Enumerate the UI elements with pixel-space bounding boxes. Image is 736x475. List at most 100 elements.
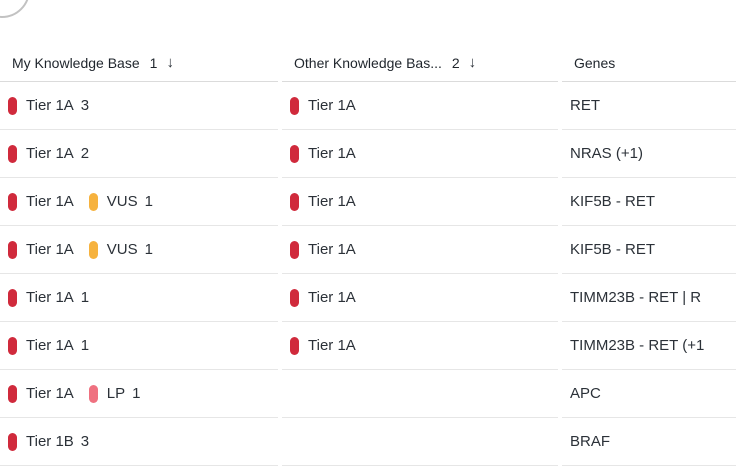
other-knowledge-base-cell: Tier 1A <box>282 322 558 370</box>
tier-count: 1 <box>144 241 153 258</box>
tier-badge: Tier 1B 3 <box>8 432 90 451</box>
red-tier-pill-icon <box>8 240 17 259</box>
genes-cell: TIMM23B - RET | R <box>562 274 736 322</box>
red-tier-pill-icon <box>290 192 299 211</box>
table-row[interactable]: Tier 1A 3 Tier 1A RET <box>0 82 736 130</box>
tier-badge: Tier 1A 2 <box>8 144 90 163</box>
table-row[interactable]: Tier 1A 2 Tier 1A NRAS (+1) <box>0 130 736 178</box>
genes-cell: APC <box>562 370 736 418</box>
tier-count: 2 <box>80 145 90 162</box>
variants-table: My Knowledge Base 1 ↓ Other Knowledge Ba… <box>0 44 736 466</box>
other-knowledge-base-cell: Tier 1A <box>282 226 558 274</box>
column-sort-priority: 1 <box>149 54 158 71</box>
tier-label: Tier 1A <box>308 241 356 258</box>
genes-cell: BRAF <box>562 418 736 466</box>
my-knowledge-base-cell: Tier 1A VUS 1 <box>0 226 278 274</box>
other-knowledge-base-cell <box>282 418 558 466</box>
table-row[interactable]: Tier 1B 3 BRAF <box>0 418 736 466</box>
column-header-other-knowledge-base[interactable]: Other Knowledge Bas... 2 ↓ <box>282 44 558 82</box>
other-knowledge-base-cell <box>282 370 558 418</box>
red-tier-pill-icon <box>8 384 17 403</box>
tier-label: Tier 1A <box>26 241 74 258</box>
red-tier-pill-icon <box>8 288 17 307</box>
tier-label: Tier 1A <box>26 193 74 210</box>
tier-label: Tier 1A <box>26 385 74 402</box>
genes-cell: NRAS (+1) <box>562 130 736 178</box>
column-sort-priority: 2 <box>451 54 460 71</box>
tier-label: VUS <box>106 241 138 258</box>
other-knowledge-base-cell: Tier 1A <box>282 130 558 178</box>
partial-avatar-circle <box>0 0 30 18</box>
tier-label: Tier 1B <box>26 433 74 450</box>
tier-badge: Tier 1A <box>290 192 356 211</box>
tier-badge: Tier 1A <box>8 384 74 403</box>
other-knowledge-base-cell: Tier 1A <box>282 274 558 322</box>
sort-descending-icon[interactable]: ↓ <box>468 54 477 71</box>
amber-tier-pill-icon <box>88 192 98 211</box>
genes-cell: TIMM23B - RET (+1 <box>562 322 736 370</box>
genes-cell: KIF5B - RET <box>562 178 736 226</box>
tier-badge: Tier 1A <box>290 336 356 355</box>
tier-badge: Tier 1A <box>290 96 356 115</box>
column-header-my-knowledge-base[interactable]: My Knowledge Base 1 ↓ <box>0 44 278 82</box>
my-knowledge-base-cell: Tier 1A 1 <box>0 274 278 322</box>
tier-badge: Tier 1A 3 <box>8 96 90 115</box>
tier-badge: VUS 1 <box>88 240 153 259</box>
tier-label: Tier 1A <box>26 97 74 114</box>
tier-badge: Tier 1A <box>8 240 74 259</box>
red-tier-pill-icon <box>290 336 299 355</box>
tier-label: Tier 1A <box>26 337 74 354</box>
genes-cell: RET <box>562 82 736 130</box>
table-row[interactable]: Tier 1A VUS 1 Tier 1A KIF5B - RET <box>0 178 736 226</box>
tier-label: VUS <box>106 193 138 210</box>
red-tier-pill-icon <box>290 96 299 115</box>
column-header-genes[interactable]: Genes <box>562 44 736 82</box>
red-tier-pill-icon <box>290 288 299 307</box>
tier-count: 1 <box>80 289 90 306</box>
tier-label: Tier 1A <box>308 289 356 306</box>
tier-label: LP <box>106 385 126 402</box>
red-tier-pill-icon <box>8 96 17 115</box>
my-knowledge-base-cell: Tier 1A 2 <box>0 130 278 178</box>
red-tier-pill-icon <box>290 240 299 259</box>
tier-badge: Tier 1A <box>290 144 356 163</box>
tier-badge: Tier 1A <box>290 288 356 307</box>
tier-count: 3 <box>80 97 90 114</box>
sort-descending-icon[interactable]: ↓ <box>166 54 174 71</box>
tier-label: Tier 1A <box>308 97 356 114</box>
table-row[interactable]: Tier 1A VUS 1 Tier 1A KIF5B - RET <box>0 226 736 274</box>
table-header-row: My Knowledge Base 1 ↓ Other Knowledge Ba… <box>0 44 736 82</box>
tier-count: 1 <box>80 337 90 354</box>
pink-tier-pill-icon <box>88 384 98 403</box>
my-knowledge-base-cell: Tier 1A 3 <box>0 82 278 130</box>
my-knowledge-base-cell: Tier 1A 1 <box>0 322 278 370</box>
column-label: Genes <box>574 54 616 71</box>
tier-label: Tier 1A <box>308 145 356 162</box>
red-tier-pill-icon <box>8 144 17 163</box>
my-knowledge-base-cell: Tier 1A LP 1 <box>0 370 278 418</box>
table-row[interactable]: Tier 1A 1 Tier 1A TIMM23B - RET | R <box>0 274 736 322</box>
column-label: My Knowledge Base <box>12 54 140 71</box>
tier-label: Tier 1A <box>26 289 74 306</box>
tier-label: Tier 1A <box>26 145 74 162</box>
table-body: Tier 1A 3 Tier 1A RET Tier 1A 2 Tier 1A NRAS (+… <box>0 82 736 466</box>
my-knowledge-base-cell: Tier 1B 3 <box>0 418 278 466</box>
tier-badge: Tier 1A <box>290 240 356 259</box>
table-row[interactable]: Tier 1A LP 1 APC <box>0 370 736 418</box>
my-knowledge-base-cell: Tier 1A VUS 1 <box>0 178 278 226</box>
tier-badge: Tier 1A <box>8 192 74 211</box>
red-tier-pill-icon <box>290 144 299 163</box>
tier-label: Tier 1A <box>308 337 356 354</box>
column-label: Other Knowledge Bas... <box>294 54 442 71</box>
red-tier-pill-icon <box>8 336 17 355</box>
tier-label: Tier 1A <box>308 193 356 210</box>
tier-count: 1 <box>144 193 153 210</box>
other-knowledge-base-cell: Tier 1A <box>282 82 558 130</box>
amber-tier-pill-icon <box>88 240 98 259</box>
table-row[interactable]: Tier 1A 1 Tier 1A TIMM23B - RET (+1 <box>0 322 736 370</box>
tier-count: 3 <box>80 433 90 450</box>
tier-badge: LP 1 <box>88 384 141 403</box>
tier-badge: Tier 1A 1 <box>8 288 90 307</box>
tier-badge: VUS 1 <box>88 192 153 211</box>
red-tier-pill-icon <box>8 192 17 211</box>
